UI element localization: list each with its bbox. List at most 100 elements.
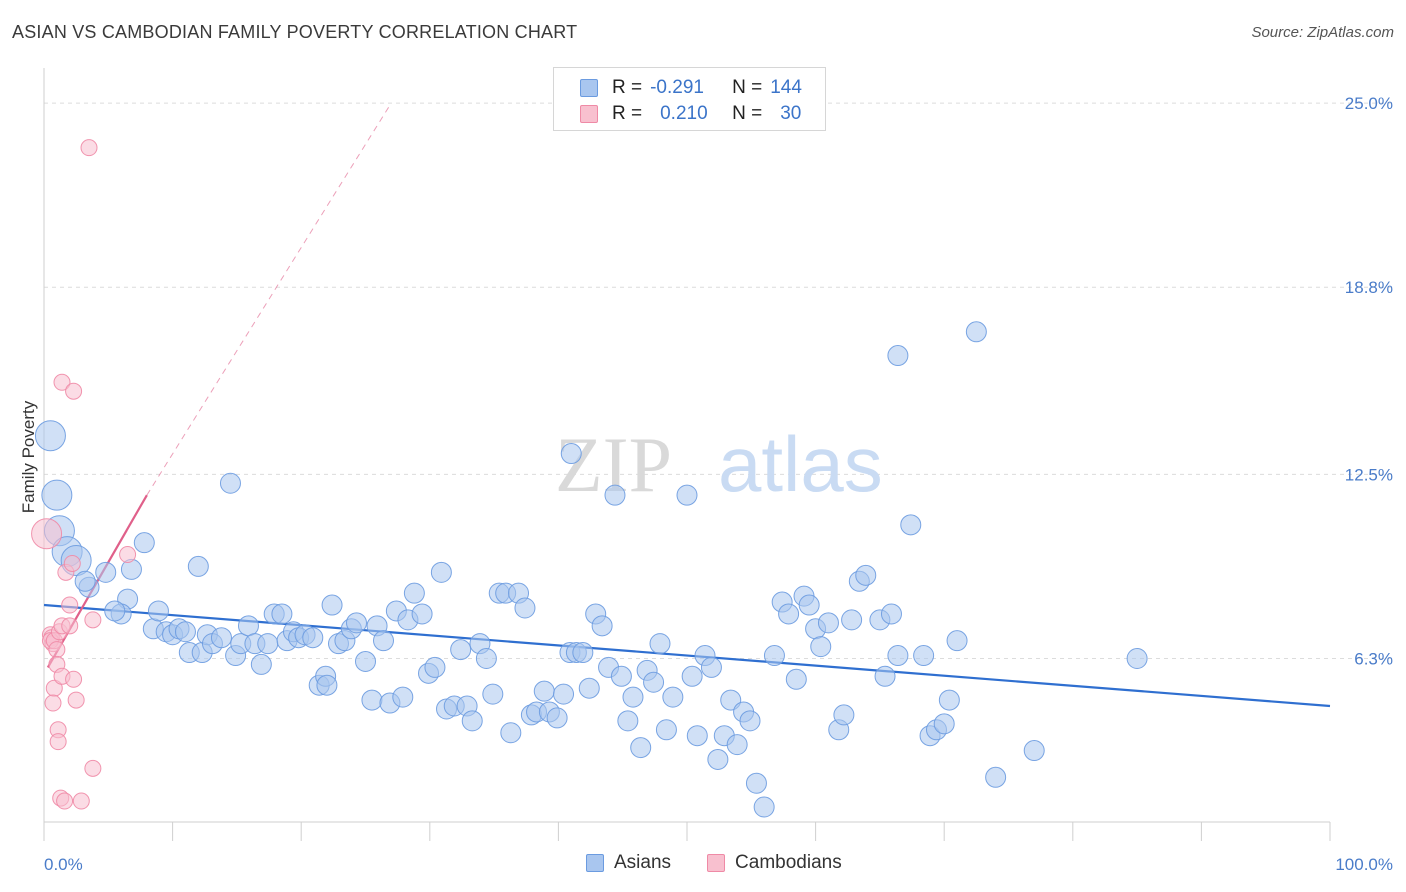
asian-point: [355, 650, 376, 672]
asian-point: [700, 656, 722, 678]
asian-point: [622, 686, 644, 708]
asian-point: [726, 734, 748, 756]
asian-point: [302, 627, 324, 649]
asian-point: [316, 674, 338, 696]
legend-label-asians: Asians: [614, 852, 672, 873]
asian-point: [938, 689, 960, 711]
asian-point: [74, 570, 96, 592]
asian-point: [482, 683, 504, 705]
asian-point: [778, 603, 800, 625]
asian-point: [933, 713, 955, 735]
asian-point: [424, 656, 446, 678]
asian-point: [34, 420, 66, 452]
y-tick-label: 18.8%: [1345, 278, 1393, 297]
asian-point: [591, 615, 613, 637]
asian-point: [257, 633, 279, 655]
cambodian-point: [80, 139, 98, 157]
cambodian-point: [72, 792, 90, 810]
cambodian-point: [53, 373, 71, 391]
asian-point: [1126, 647, 1148, 669]
asian-point: [662, 686, 684, 708]
asian-point: [686, 725, 708, 747]
legend-r-value: -0.291: [650, 77, 704, 98]
asian-point: [985, 766, 1007, 788]
legend-r-label: R =: [612, 77, 643, 98]
watermark: ZIP atlas: [555, 420, 883, 508]
asian-point: [461, 710, 483, 732]
x-tick-max: 100.0%: [1335, 855, 1393, 874]
asian-point: [475, 647, 497, 669]
asian-point: [753, 796, 775, 818]
asian-point: [430, 561, 452, 583]
asian-point: [533, 680, 555, 702]
asian-point: [514, 597, 536, 619]
cambodian-point: [84, 759, 102, 777]
correlation-legend: R = -0.291 N = 144 R = 0.210 N = 30: [553, 67, 826, 131]
asian-point: [578, 677, 600, 699]
source-label: Source: ZipAtlas.com: [1251, 24, 1394, 41]
asian-point: [874, 665, 896, 687]
y-tick-label: 6.3%: [1354, 649, 1393, 668]
asian-point: [887, 345, 909, 367]
asian-point: [403, 582, 425, 604]
legend-n-label: N =: [732, 103, 763, 124]
asian-point: [219, 472, 241, 494]
legend-label-cambodians: Cambodians: [735, 852, 842, 873]
asian-point: [855, 564, 877, 586]
asian-point: [271, 603, 293, 625]
asian-point: [411, 603, 433, 625]
asian-point: [553, 683, 575, 705]
cambodian-point: [84, 611, 102, 629]
asian-point: [880, 603, 902, 625]
cambodian-point: [61, 596, 79, 614]
asian-point: [147, 600, 169, 622]
cambodian-point: [119, 546, 137, 564]
asian-point: [630, 737, 652, 759]
asian-point: [546, 707, 568, 729]
asian-point: [785, 668, 807, 690]
cambodian-point: [44, 694, 62, 712]
y-tick-labels: 6.3% 12.5% 18.8% 25.0%: [1345, 94, 1393, 668]
asian-point: [610, 665, 632, 687]
cambodian-point: [31, 518, 63, 550]
asian-point: [133, 532, 155, 554]
asian-point: [739, 710, 761, 732]
cambodian-trend-extension: [146, 102, 392, 496]
asian-point: [392, 686, 414, 708]
asian-point: [833, 704, 855, 726]
asian-point: [210, 627, 232, 649]
legend-n-value: 144: [770, 77, 802, 98]
cambodian-point: [67, 691, 85, 709]
trend-lines: [43, 102, 1331, 708]
asian-point: [900, 514, 922, 536]
asian-point: [745, 772, 767, 794]
data-points: [31, 139, 1148, 818]
asian-point: [617, 710, 639, 732]
asian-point: [1023, 740, 1045, 762]
asian-point: [361, 689, 383, 711]
asian-point: [572, 642, 594, 664]
legend-r-value: 0.210: [660, 103, 708, 124]
watermark-atlas: atlas: [718, 420, 883, 508]
asian-point: [41, 479, 73, 511]
asian-point: [321, 594, 343, 616]
y-tick-label: 12.5%: [1345, 465, 1393, 484]
asian-point: [887, 645, 909, 667]
chart-title: ASIAN VS CAMBODIAN FAMILY POVERTY CORREL…: [12, 22, 578, 42]
asian-point: [345, 612, 367, 634]
legend-swatch-asians: [580, 79, 598, 97]
cambodian-point: [65, 382, 83, 400]
asian-point: [913, 645, 935, 667]
series-legend: Asians Cambodians: [586, 852, 842, 874]
asian-point: [655, 719, 677, 741]
asian-point: [104, 600, 126, 622]
legend-n-value: 30: [780, 103, 802, 124]
asian-point: [643, 671, 665, 693]
legend-row-cambodians: R = 0.210 N = 30: [580, 102, 801, 126]
y-tick-label: 25.0%: [1345, 94, 1393, 113]
cambodian-point: [63, 554, 81, 572]
asian-point: [798, 594, 820, 616]
cambodian-point: [48, 641, 66, 659]
asian-point: [676, 484, 698, 506]
asian-point: [707, 748, 729, 770]
